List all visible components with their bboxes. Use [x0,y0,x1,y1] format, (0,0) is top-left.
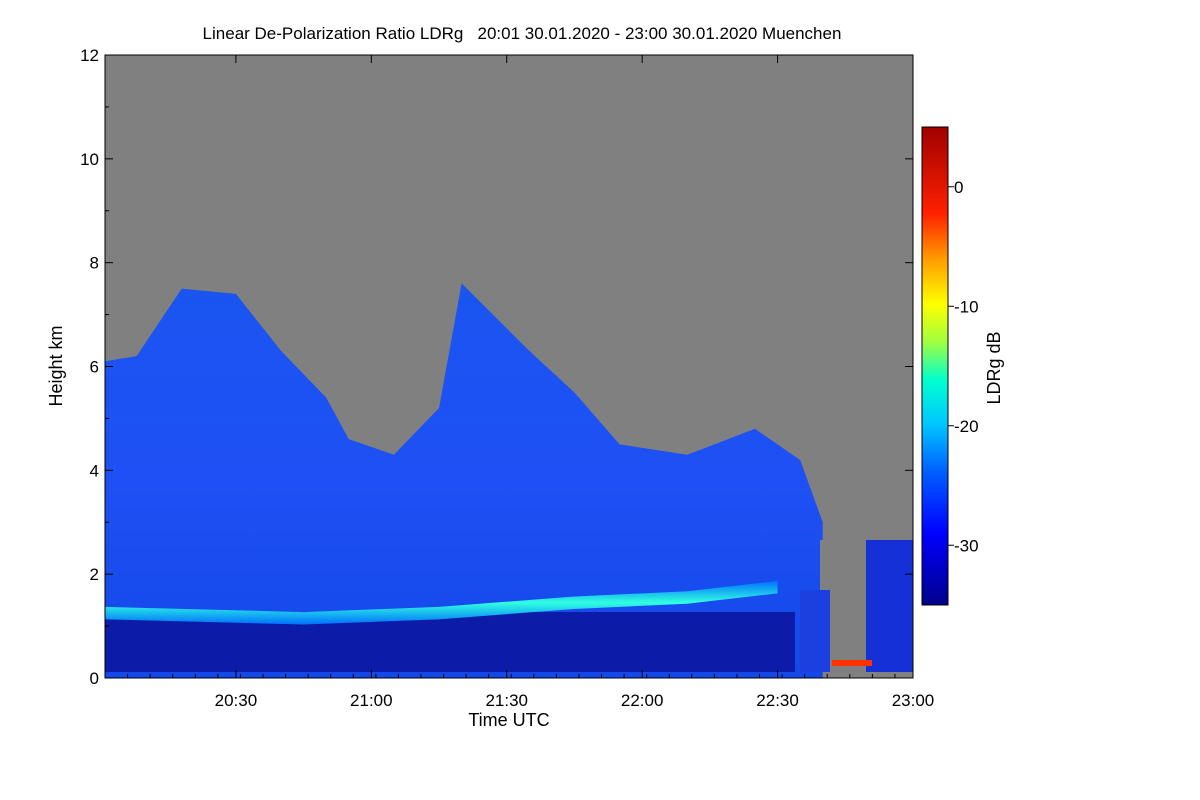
y-axis: 0 2 4 6 8 10 12 [80,46,913,688]
plot-area [105,55,913,678]
y-tick-label: 6 [90,358,99,377]
x-tick-label: 22:30 [756,691,799,710]
x-axis-label: Time UTC [468,710,549,730]
y-tick-label: 8 [90,254,99,273]
surface-clear-strip [832,660,872,666]
colorbar-label: LDRg dB [984,331,1004,404]
chart-title: Linear De-Polarization Ratio LDRg 20:01 … [203,24,842,43]
colorbar-tick-label: -20 [954,417,979,436]
x-tick-label: 21:00 [350,691,393,710]
cloud-region [105,283,823,678]
y-tick-label: 10 [80,150,99,169]
x-tick-label: 20:30 [215,691,258,710]
x-tick-label: 22:00 [621,691,664,710]
colorbar: 0 -10 -20 -30 [921,126,979,606]
y-tick-label: 4 [90,461,99,480]
colorbar-tick-label: 0 [954,178,963,197]
colorbar-tick-label: -10 [954,297,979,316]
x-axis: 20:30 21:00 21:30 22:00 22:30 23:00 [104,55,935,710]
y-tick-label: 2 [90,565,99,584]
x-tick-label: 21:30 [485,691,528,710]
y-axis-label: Height km [46,325,66,406]
boundary-layer-band [105,580,778,625]
x-tick-label: 23:00 [892,691,935,710]
y-tick-label: 0 [90,669,99,688]
colorbar-gradient [921,126,949,606]
colorbar-tick-label: -30 [954,536,979,555]
late-cloud-region-2 [800,590,830,672]
y-tick-label: 12 [80,46,99,65]
late-cloud-region [866,540,913,672]
